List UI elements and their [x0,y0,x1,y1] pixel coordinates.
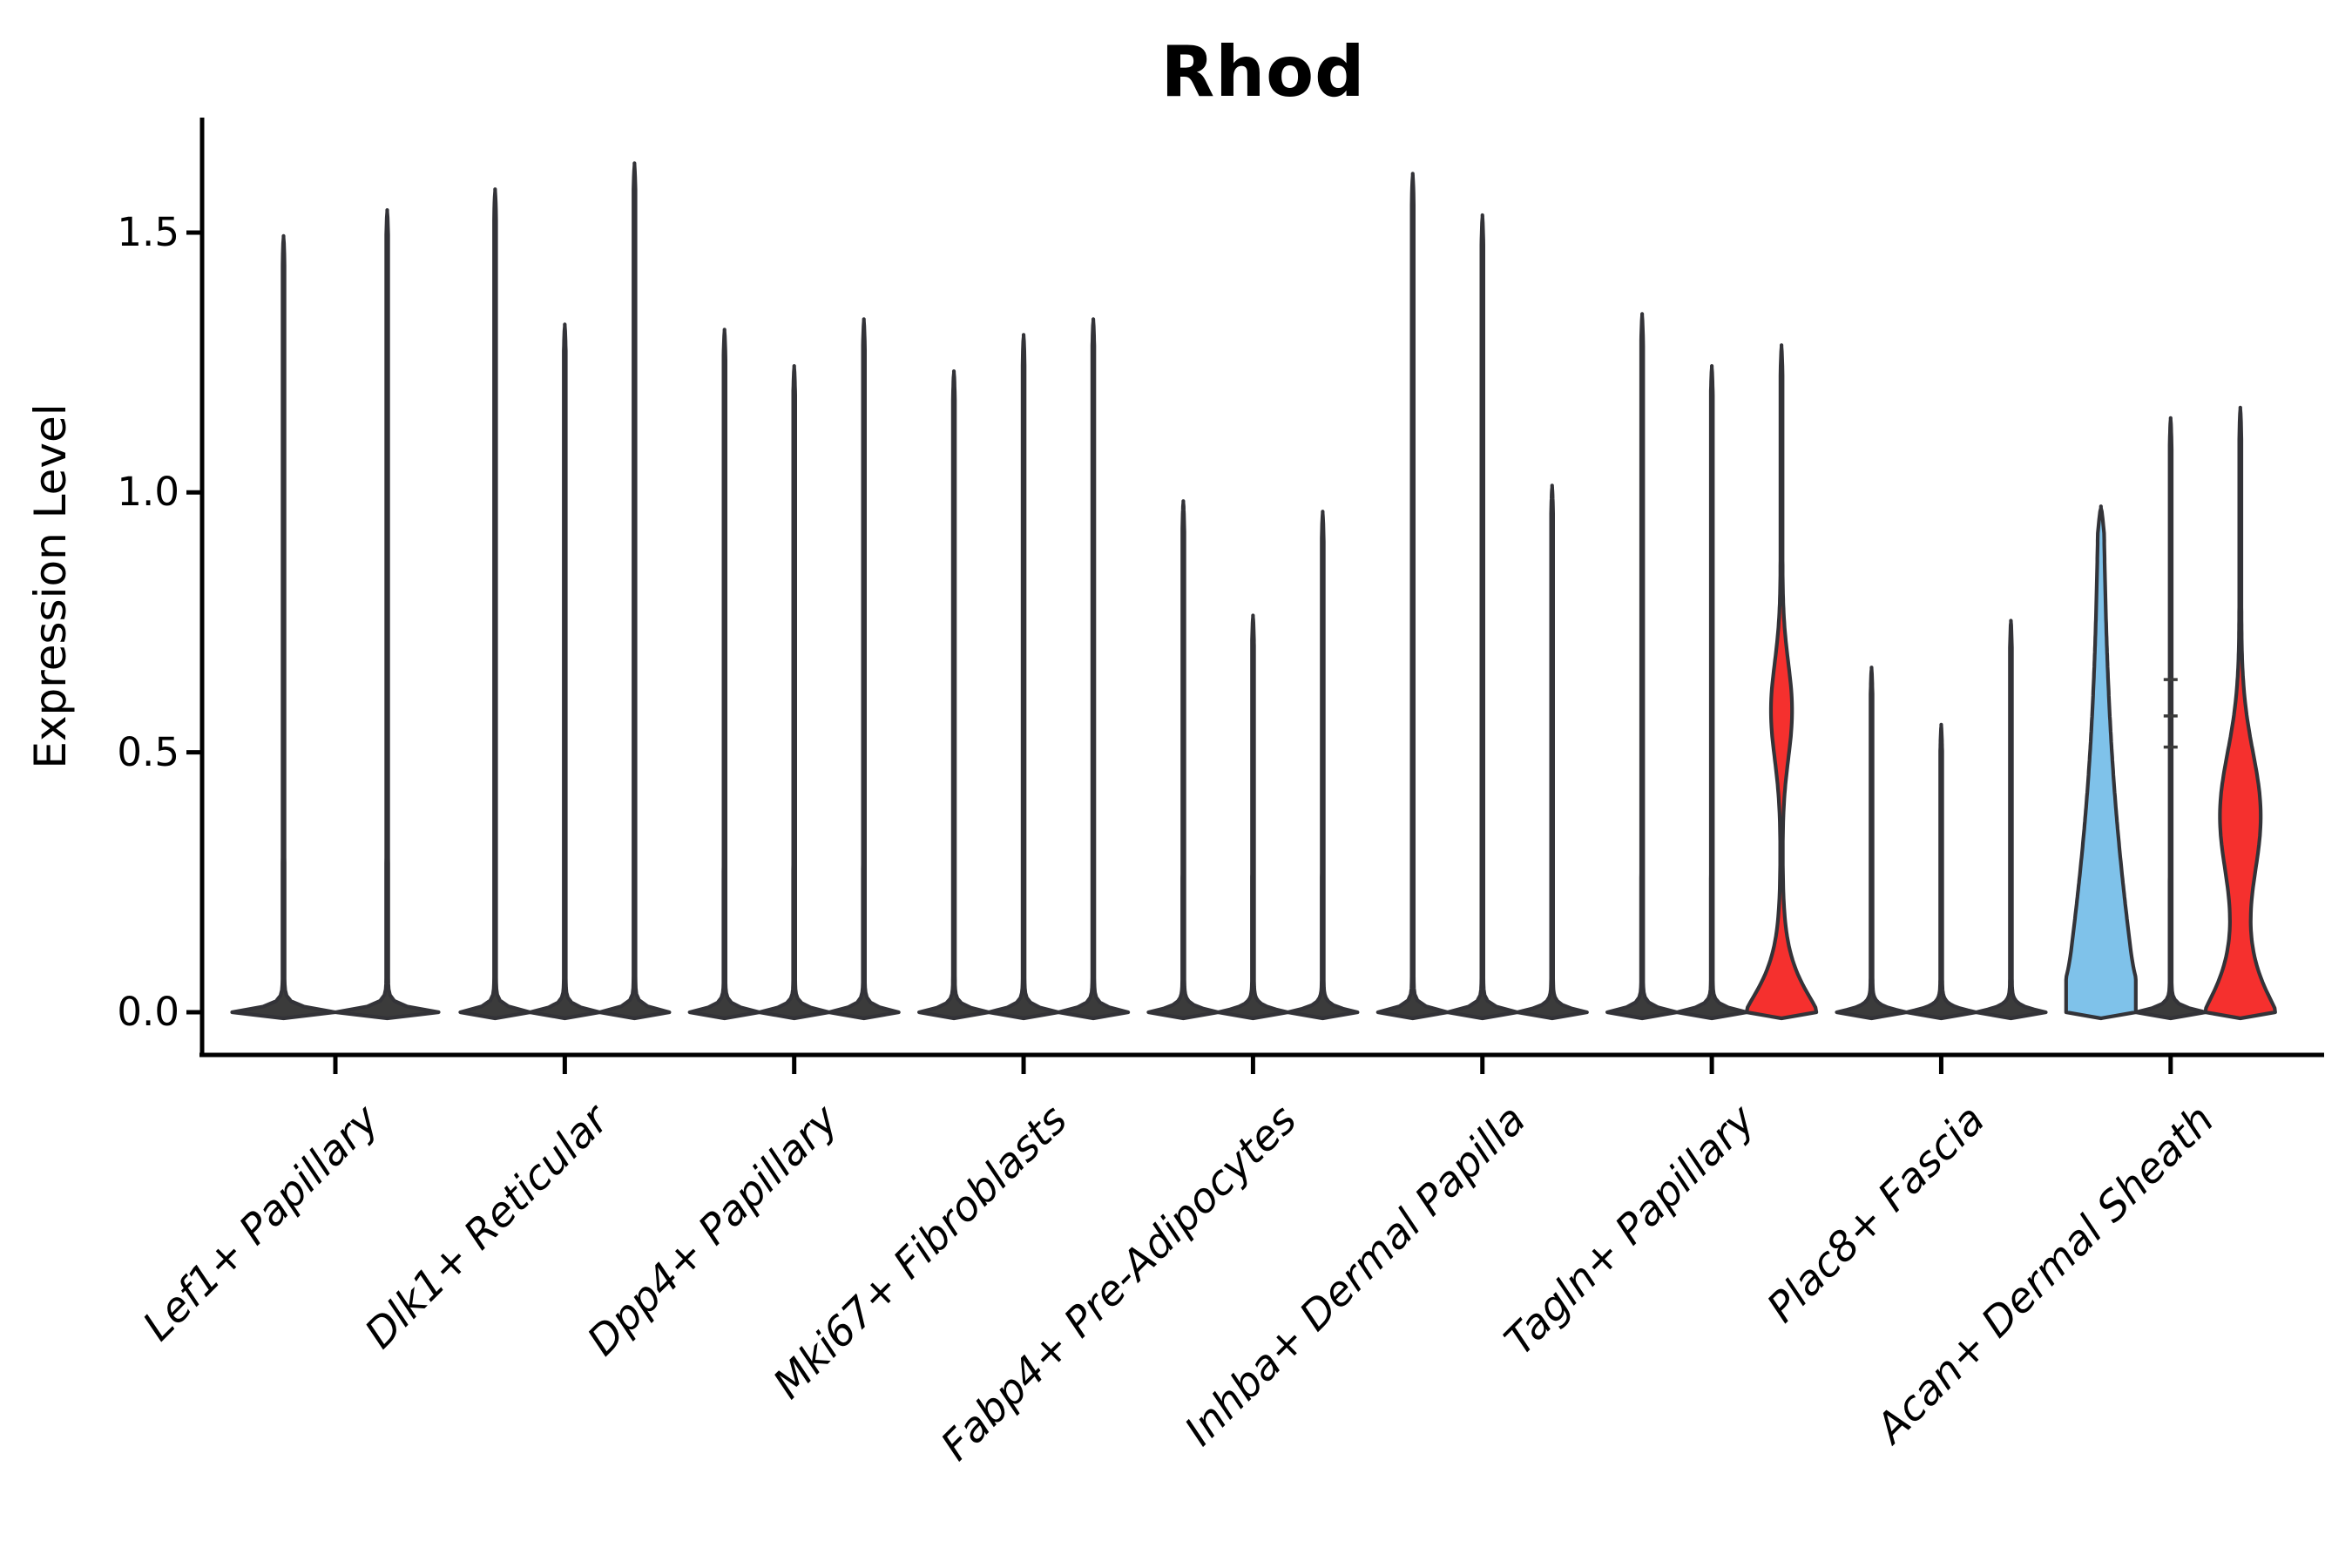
y-tick-label-1.0: 1.0 [117,469,179,516]
violin-3-1-dark [687,328,761,1021]
violin-2-1-dark [458,187,532,1021]
violin-5-1-dark [1146,499,1220,1021]
violin-7-1-dark [1605,312,1680,1021]
violin-1-2-dark [334,208,441,1021]
violin-9-1-blue [2064,504,2138,1021]
violin-2-3-dark [598,161,672,1021]
violin-4-3-dark [1057,317,1131,1021]
y-tick-label-1.5: 1.5 [117,208,179,255]
violin-7-2-dark [1675,364,1749,1021]
violin-6-1-dark [1375,172,1450,1021]
violin-8-2-dark [1904,722,1978,1021]
y-tick-label-0.0: 0.0 [117,989,179,1035]
violin-8-1-dark [1835,666,1909,1021]
violin-5-2-dark [1216,613,1290,1021]
violin-4-1-dark [917,369,991,1021]
violin-2-2-dark [528,322,602,1021]
violin-8-3-dark [1974,618,2048,1021]
violin-6-3-dark [1515,483,1589,1021]
violin-5-3-dark [1286,510,1360,1021]
violin-4-2-dark [987,333,1061,1021]
plot-title: Rhod [1160,31,1366,112]
y-tick-label-0.5: 0.5 [117,728,179,775]
violin-9-2-dark [2133,416,2207,1021]
violin-1-1-dark [230,233,337,1021]
violin-6-2-dark [1445,213,1519,1021]
violin-7-3-red [1745,343,1819,1021]
violin-3-3-dark [827,317,901,1021]
violin-9-3-red [2203,405,2277,1021]
violin-3-2-dark [757,364,831,1021]
